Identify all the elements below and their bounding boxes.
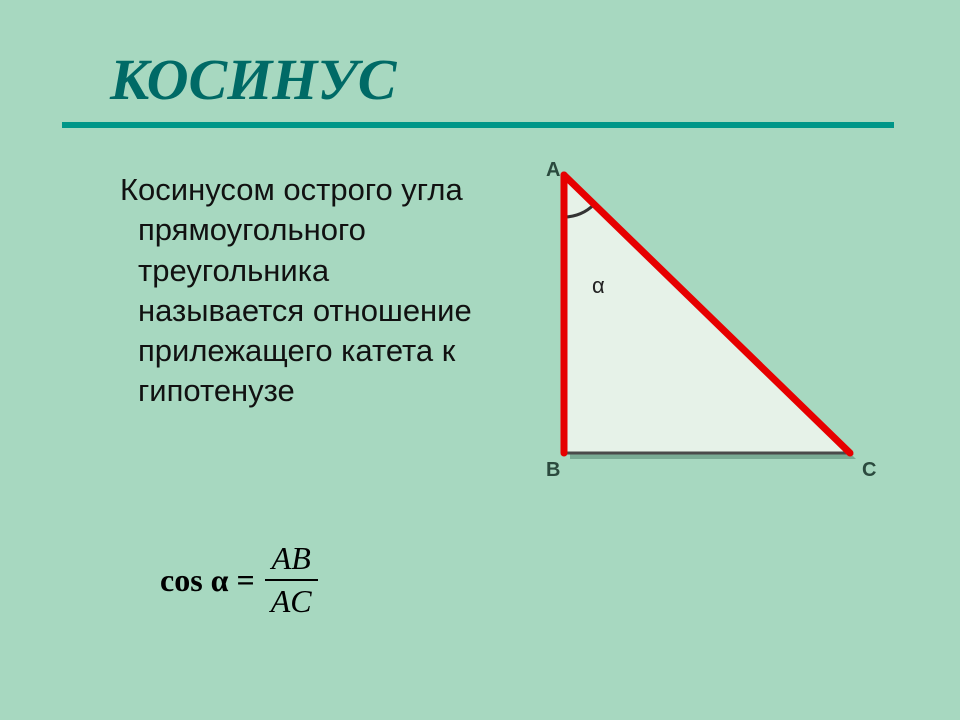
vertex-label-b: B — [546, 459, 560, 482]
title: КОСИНУС — [110, 46, 396, 113]
cosine-formula: cos α = AB AC — [160, 540, 318, 620]
vertex-label-c: C — [862, 459, 876, 482]
vertex-label-a: A — [546, 159, 560, 182]
triangle-svg — [520, 155, 900, 495]
title-underline — [62, 122, 894, 128]
formula-denominator: AC — [265, 581, 318, 620]
formula-lhs: cos α = — [160, 562, 255, 599]
formula-numerator: AB — [266, 540, 317, 579]
triangle-diagram: A B C α — [520, 155, 900, 495]
definition-text: Косинусом острого угла прямоугольного тр… — [120, 170, 490, 412]
formula-fraction: AB AC — [265, 540, 318, 620]
alpha-label: α — [592, 273, 605, 299]
slide: КОСИНУС Косинусом острого угла прямоугол… — [0, 0, 960, 720]
